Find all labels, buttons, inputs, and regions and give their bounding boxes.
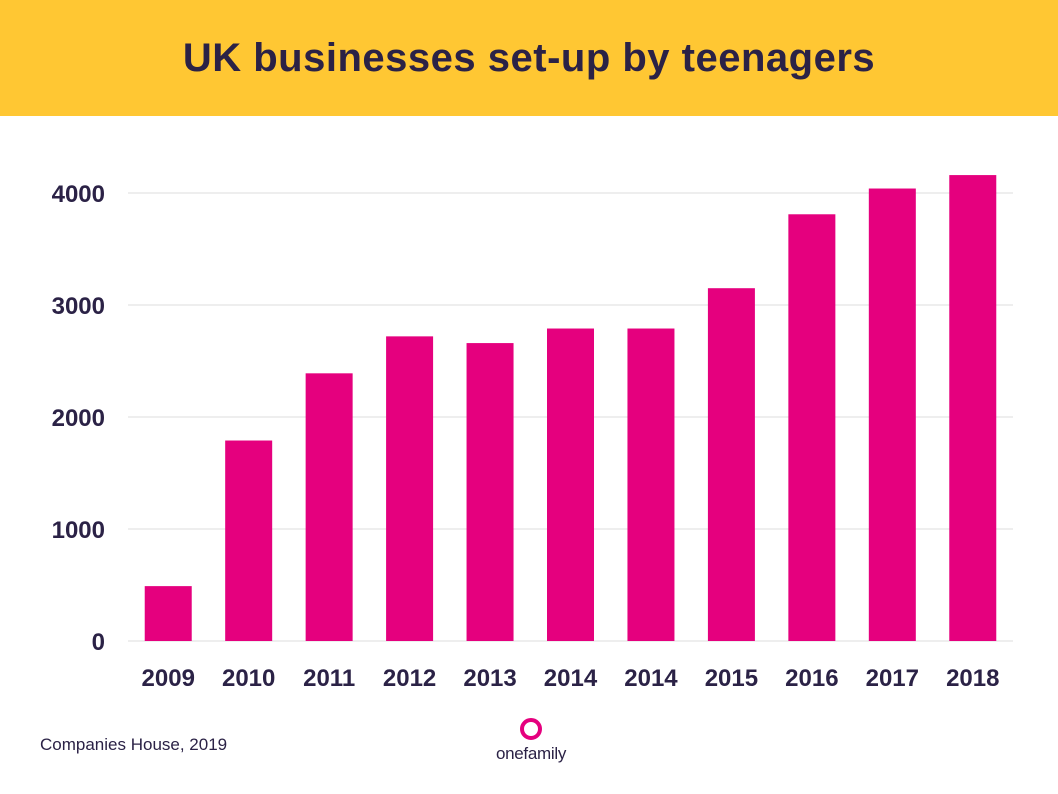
bar-2016 — [788, 214, 836, 641]
x-tick-label: 2012 — [383, 665, 436, 692]
x-tick-label: 2011 — [303, 665, 355, 692]
ring-icon — [520, 718, 542, 740]
bar-2014 — [547, 328, 594, 641]
x-tick-label: 2016 — [785, 665, 838, 692]
x-tick-label: 2015 — [705, 665, 758, 692]
x-tick-label: 2018 — [946, 665, 999, 692]
chart-title: UK businesses set-up by teenagers — [182, 35, 876, 80]
x-tick-label: 2014 — [624, 665, 678, 692]
y-tick-label: 0 — [92, 629, 105, 656]
bar-2015 — [707, 288, 755, 641]
bar-2009 — [144, 586, 192, 641]
onefamily-logo: onefamily — [486, 718, 576, 774]
bar-2014 — [627, 328, 675, 641]
bar-2011 — [305, 373, 353, 641]
x-tick-label: 2009 — [142, 665, 195, 692]
bar-2017 — [868, 188, 916, 641]
x-tick-label: 2014 — [544, 665, 598, 692]
bar-2012 — [386, 336, 434, 641]
chart-area: 0 1000 2000 3000 4000 2009 2010 2011 2012 2013 201… — [0, 116, 1058, 716]
bar-2010 — [225, 440, 273, 641]
y-tick-label: 1000 — [52, 517, 105, 544]
y-tick-label: 2000 — [52, 405, 105, 432]
bar-chart: 0 1000 2000 3000 4000 2009 2010 2011 2012 2013 201… — [52, 175, 1013, 692]
x-tick-label: 2017 — [866, 665, 919, 692]
y-tick-label: 3000 — [52, 293, 105, 320]
x-tick-label: 2010 — [222, 665, 275, 692]
source-caption: Companies House, 2019 — [40, 735, 228, 754]
bar-2013 — [466, 343, 514, 641]
x-tick-label: 2013 — [463, 665, 516, 692]
bar-2018 — [949, 175, 997, 641]
title-banner: UK businesses set-up by teenagers — [0, 0, 1058, 116]
y-tick-label: 4000 — [52, 181, 105, 208]
logo-wordmark: onefamily — [495, 744, 567, 763]
